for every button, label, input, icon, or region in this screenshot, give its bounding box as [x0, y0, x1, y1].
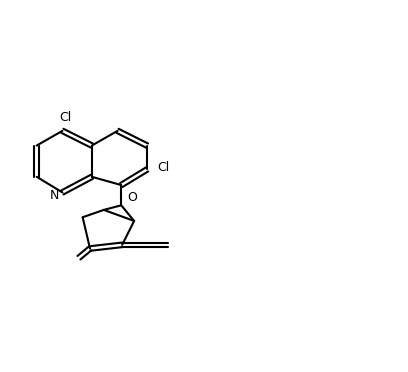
Text: O: O: [127, 192, 137, 205]
Text: N: N: [49, 189, 59, 202]
Text: Cl: Cl: [59, 112, 71, 125]
Text: Cl: Cl: [157, 161, 170, 174]
